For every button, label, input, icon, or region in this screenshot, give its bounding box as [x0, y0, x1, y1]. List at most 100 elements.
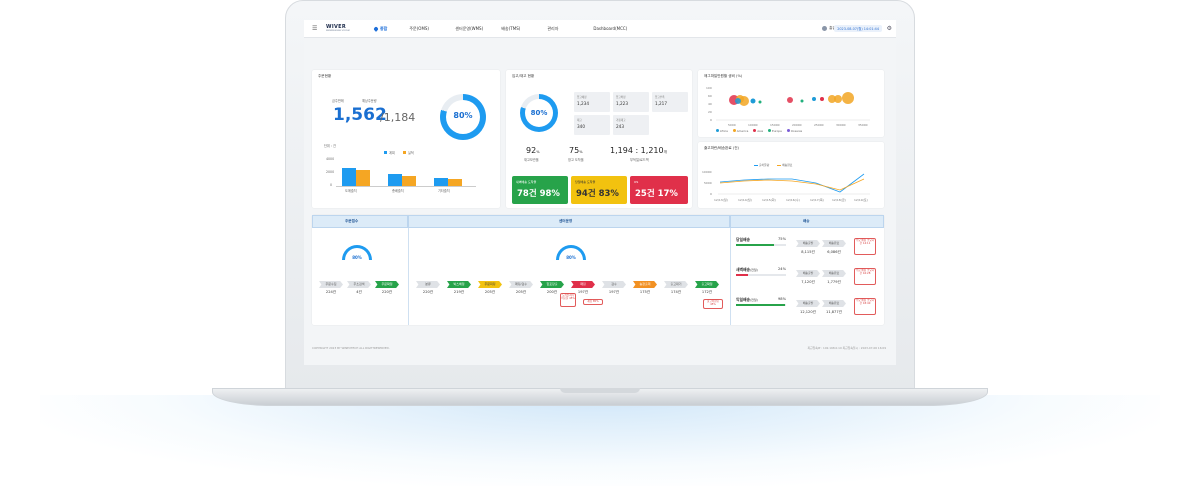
- band-center-label: 센터운영: [559, 219, 573, 223]
- series-shipment-line: [719, 173, 865, 193]
- stock-box-2-value: 1,223: [616, 101, 628, 106]
- order-status-title: 주문현황: [318, 74, 332, 78]
- delivery-alert: 주요 배송 소요시간 18:40: [854, 298, 876, 315]
- nav-dashboard[interactable]: Dashboard(MCC): [593, 25, 628, 31]
- delivery-done-chip[interactable]: 배송완료: [822, 270, 846, 277]
- line-legend-2[interactable]: 배송완료: [777, 163, 792, 167]
- delivery-label: 당일배송: [736, 237, 750, 242]
- order-gauge-percent: 80%: [352, 255, 362, 260]
- bar-actual-2: [402, 176, 416, 186]
- divider-1: [408, 228, 409, 325]
- nav-tms[interactable]: 배송(TMS): [501, 25, 521, 31]
- order-legend: 계획 실적: [384, 150, 414, 155]
- line-xtick-3: 12/15(화): [762, 197, 776, 202]
- hamburger-menu-icon[interactable]: ☰: [312, 25, 318, 32]
- bubble-xtick-3: 15000: [770, 123, 780, 127]
- logo-subtext: WMSPRESSING SYSTEM: [326, 30, 350, 32]
- bubble-legend-5-label: Oceania: [790, 129, 803, 133]
- kpi-dawn-delivery[interactable]: 새벽배송 도착율 78건 98%: [512, 176, 568, 204]
- band-delivery: 배송: [730, 215, 884, 228]
- center-step-0[interactable]: 분류: [416, 281, 440, 288]
- bubble-legend-5[interactable]: Oceania: [786, 129, 803, 133]
- bubble-9: [812, 97, 816, 101]
- stock-progress-ring: [520, 94, 558, 132]
- center-step-2[interactable]: 주문피킹: [478, 281, 502, 288]
- logo-text: WIVER: [326, 24, 347, 30]
- bubble-4: [735, 98, 741, 104]
- center-step-7[interactable]: 송장출력: [633, 281, 657, 288]
- center-step-4[interactable]: 합포장출: [540, 281, 564, 288]
- stock-box-2: 입고확정 1,223: [613, 92, 649, 112]
- delivery-label: 새벽배송(전일): [736, 267, 758, 272]
- delivery-done-chip[interactable]: 배송완료: [822, 240, 846, 247]
- bubble-xtick-7: 35000: [858, 123, 868, 127]
- delivery-start-chip[interactable]: 배송출발: [796, 240, 820, 247]
- delivery-start-chip[interactable]: 배송출발: [796, 300, 820, 307]
- series-delivered-line: [719, 178, 865, 191]
- line-xtick-5: 12/17(목): [810, 198, 824, 202]
- order-step-0[interactable]: 주문수집: [319, 281, 343, 288]
- stock-box-1-value: 1,234: [577, 101, 589, 106]
- kpi-sameday-delivery[interactable]: 당일배송 도착율 94건 83%: [571, 176, 627, 204]
- order-xtick-3: 기타출처: [438, 189, 450, 193]
- bubble-10: [820, 97, 824, 101]
- stock-stat-2-label: 창고 도착율: [568, 158, 584, 162]
- line-legend-1[interactable]: 출하물량: [754, 163, 769, 167]
- bubble-legend-3[interactable]: Asia: [753, 129, 763, 133]
- order-label-sales: 금주판매: [332, 99, 344, 103]
- bubble-legend-4[interactable]: Europe: [768, 129, 782, 133]
- home-link[interactable]: 종합: [373, 26, 387, 32]
- bubble-legend: Africa America Asia Europe Oceania: [716, 129, 802, 133]
- center-step-1[interactable]: 박스배정: [447, 281, 471, 288]
- stock-box-1-label: 입고예정: [577, 96, 587, 99]
- center-step-count-8: 174건: [670, 290, 682, 294]
- app-logo[interactable]: WIVER WMSPRESSING SYSTEM: [326, 24, 364, 33]
- center-step-count-4: 200건: [546, 290, 558, 294]
- nav-admin[interactable]: 관리자: [547, 25, 559, 31]
- order-step-2[interactable]: 주문확정: [375, 281, 399, 288]
- delivery-alert: 주문 배송 소요시간 16:28: [854, 268, 876, 285]
- order-chart-axis: [336, 186, 476, 187]
- delivery-done-chip[interactable]: 배송완료: [822, 300, 846, 307]
- delivery-alert: 주요 배송 소요시간 14:11: [854, 238, 876, 255]
- footer-copyright: COPYRIGHT 2023 BY WINEXTECH ALL RIGHTRES…: [312, 346, 390, 350]
- center-step-9[interactable]: 출고확정: [695, 281, 719, 288]
- center-step-count-0: 220건: [422, 290, 434, 294]
- kpi-os-value: 25건 17%: [635, 189, 678, 199]
- delivery-start-chip[interactable]: 배송출발: [796, 270, 820, 277]
- line-xtick-6: 12/18(금): [832, 198, 846, 202]
- process-card: 주문접수 센터운영 배송 80% 80% 주문수집 224건 주소검색 4건 주문확정 2…: [312, 215, 884, 325]
- line-xtick-4: 12/16(수): [786, 197, 800, 202]
- order-label-forecast: 예상주문량: [362, 99, 377, 103]
- current-datetime: 2023-08-07(월) 14:01:44: [834, 25, 882, 32]
- center-step-8[interactable]: 출고대기: [664, 281, 688, 288]
- kpi-os[interactable]: OS 25건 17%: [630, 176, 688, 204]
- bubble-ytick-3: 40: [708, 102, 712, 106]
- order-percent: 80%: [453, 111, 473, 120]
- center-alert-2: 재감 85%: [583, 299, 603, 305]
- delivery-row: 익일배송(전일) 98% 배송출발 배송완료 12,120건 11,877건 주요 배송 소…: [736, 297, 882, 323]
- center-step-3[interactable]: 패킹/검수: [509, 281, 533, 288]
- gear-icon[interactable]: ⚙: [886, 25, 892, 32]
- nav-wms[interactable]: 센터운영(WMS): [455, 25, 484, 31]
- order-step-count-1: 4건: [356, 290, 362, 294]
- bubble-legend-1[interactable]: Africa: [716, 129, 728, 133]
- center-step-5[interactable]: 패킹: [571, 281, 595, 288]
- bubble-chart: 100 60 40 20 0 5000 10000 15000 20000 25…: [706, 86, 870, 127]
- center-step-6[interactable]: 검수: [602, 281, 626, 288]
- order-step-1[interactable]: 주소검색: [347, 281, 371, 288]
- user-name: 홍길동: [829, 26, 839, 31]
- band-order-label: 주문접수: [345, 219, 359, 223]
- stock-percent: 80%: [530, 109, 548, 117]
- center-alert-1: 도착전처리 미료출 45%: [560, 293, 576, 307]
- delivery-bar-track: [736, 244, 786, 246]
- delivery-start-count: 12,120건: [800, 310, 816, 314]
- stock-box-4: 재고 340: [574, 115, 610, 135]
- stock-stat-3: 1,194 : 1,210개: [610, 146, 667, 155]
- line-ytick-3: 0: [710, 192, 712, 196]
- bubble-legend-2[interactable]: America: [732, 129, 748, 133]
- nav-oms[interactable]: 주문(OMS): [409, 25, 429, 31]
- delivery-done-count: 11,877건: [826, 310, 842, 314]
- delivery-bar-fill: [736, 244, 774, 246]
- line-chart: 10000 5000 0 12/13(일) 12/14(월) 12/15(화) …: [702, 170, 870, 202]
